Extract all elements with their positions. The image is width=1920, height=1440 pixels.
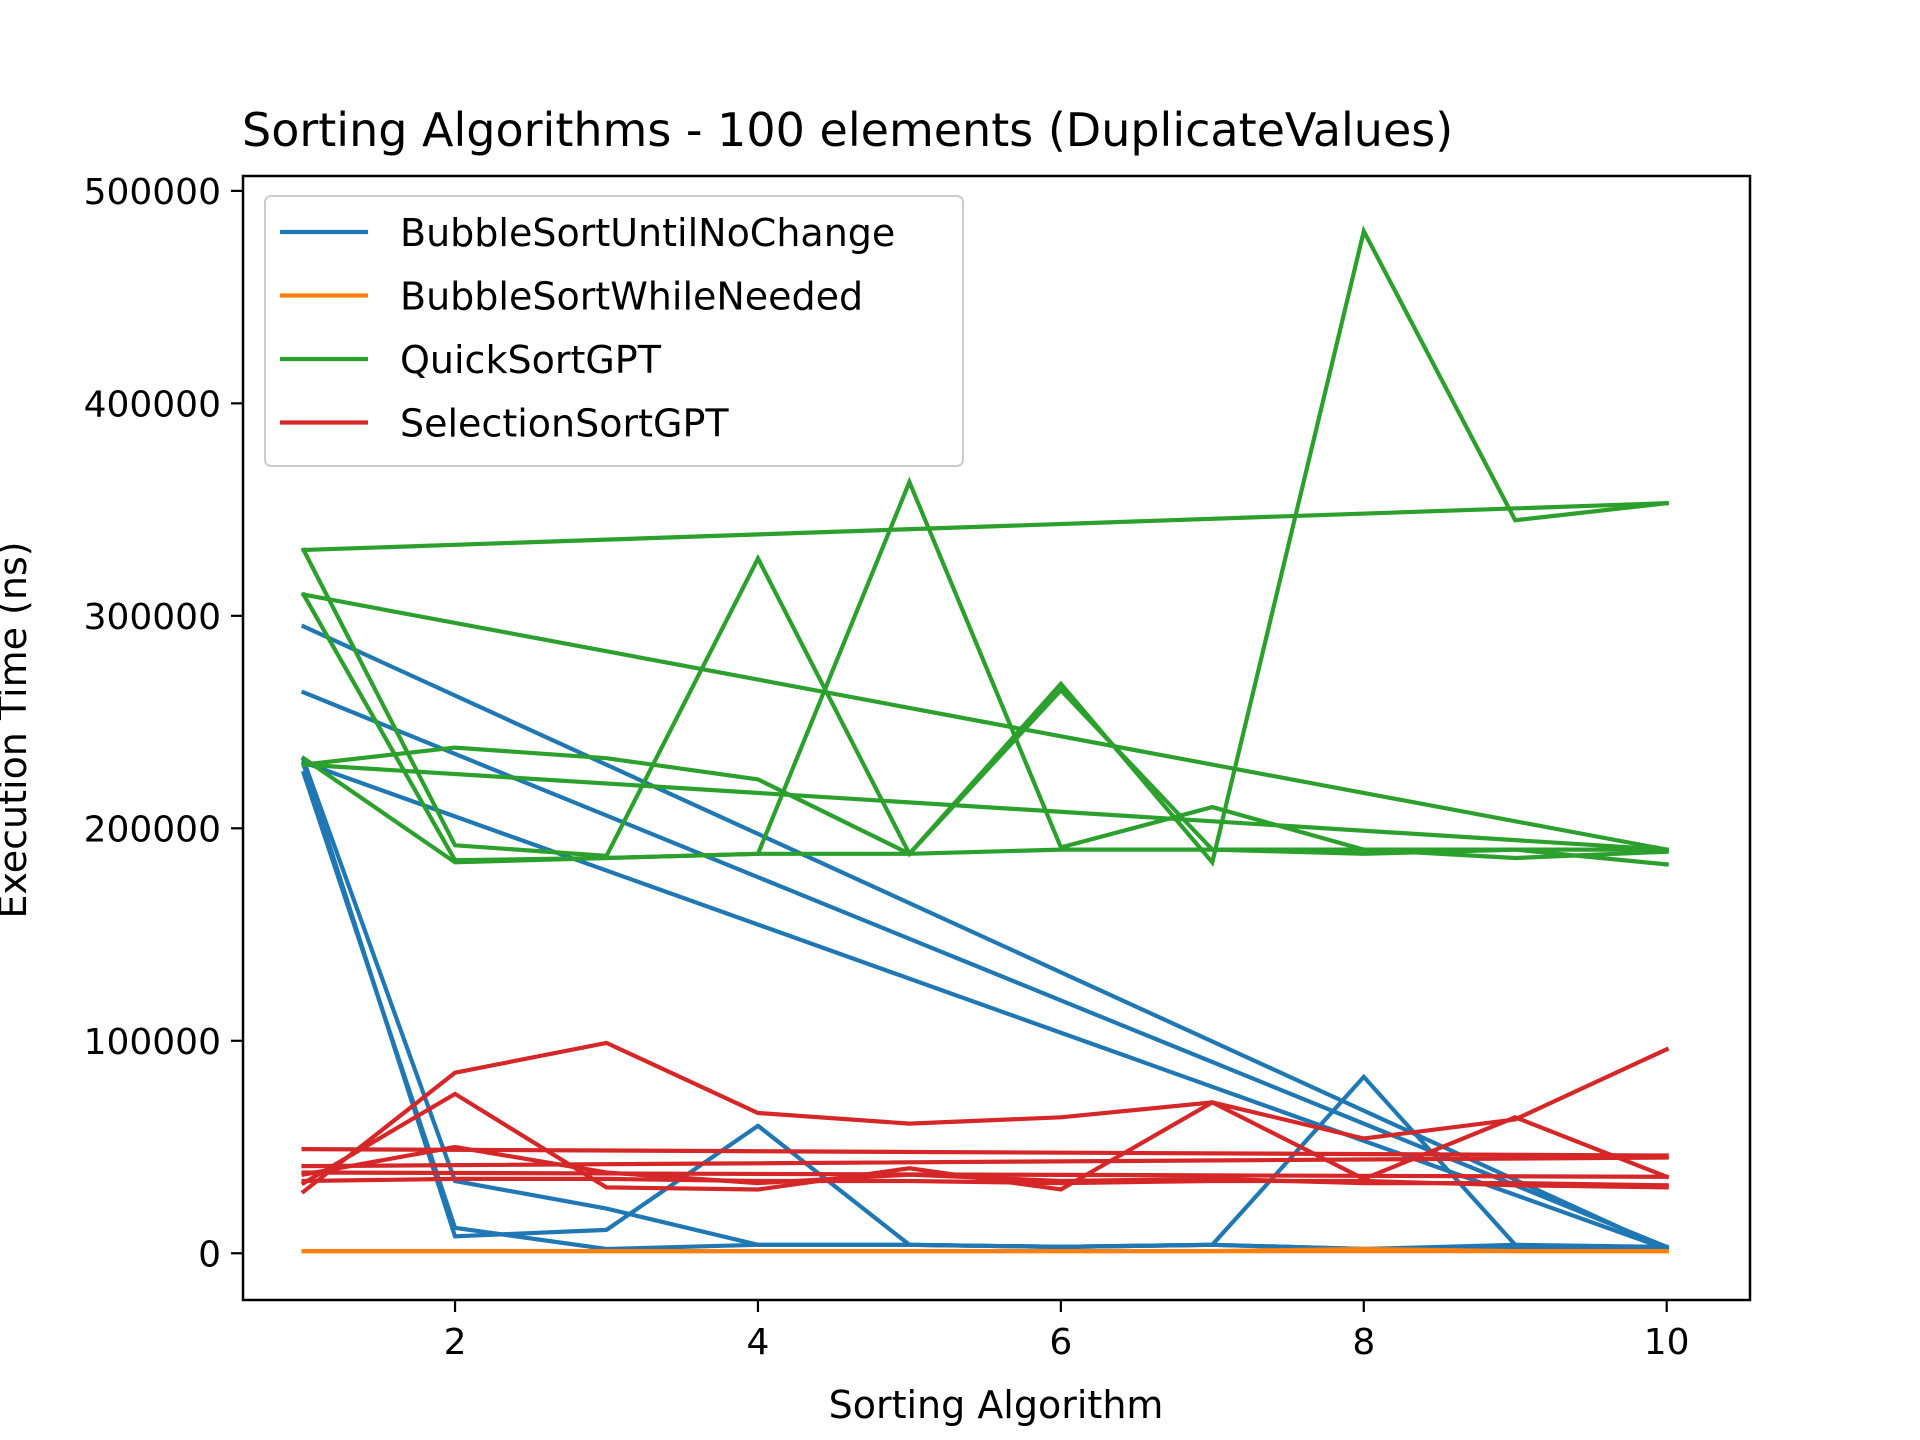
- series-line-SelectionSortGPT-run-1: [300, 1040, 1670, 1195]
- x-tick-label: 4: [747, 1322, 770, 1363]
- x-tick-label: 2: [444, 1322, 467, 1363]
- legend-label-SelectionSortGPT: SelectionSortGPT: [400, 402, 729, 446]
- legend-label-QuickSortGPT: QuickSortGPT: [400, 338, 662, 382]
- x-axis: 2 4 6 8 10: [444, 1300, 1690, 1363]
- legend-label-BubbleSortWhileNeeded: BubbleSortWhileNeeded: [400, 275, 863, 319]
- series-line-QuickSortGPT-run-5: [301, 501, 1669, 553]
- y-tick-label: 400000: [84, 384, 221, 425]
- series-layer: [300, 225, 1670, 1254]
- series-SelectionSortGPT: [300, 1040, 1670, 1195]
- series-line-QuickSortGPT-run-7: [301, 762, 1669, 852]
- series-QuickSortGPT: [300, 225, 1670, 867]
- x-axis-label: Sorting Algorithm: [829, 1383, 1164, 1427]
- series-line-SelectionSortGPT-run-6: [301, 1155, 1669, 1169]
- plot-frame: [241, 174, 1752, 1302]
- series-line-SelectionSortGPT-run-5: [301, 1146, 1669, 1158]
- legend: BubbleSortUntilNoChange BubbleSortWhileNe…: [264, 195, 964, 467]
- y-tick-label: 300000: [84, 597, 221, 638]
- chart-title: Sorting Algorithms - 100 elements (Dupli…: [242, 103, 1453, 157]
- series-line-QuickSortGPT-run-6: [301, 592, 1670, 853]
- y-tick-label: 100000: [84, 1022, 221, 1063]
- x-tick-label: 6: [1049, 1322, 1072, 1363]
- y-axis-label: Execution Time (ns): [0, 541, 35, 918]
- series-BubbleSortWhileNeeded: [301, 1246, 1669, 1254]
- series-line-QuickSortGPT-run-1: [300, 225, 1670, 867]
- legend-box: [264, 195, 964, 467]
- legend-label-BubbleSortUntilNoChange: BubbleSortUntilNoChange: [400, 211, 895, 255]
- series-BubbleSortUntilNoChange: [300, 623, 1670, 1252]
- series-line-SelectionSortGPT-run-7: [301, 1170, 1669, 1179]
- y-tick-label: 200000: [84, 809, 221, 850]
- series-line-BubbleSortUntilNoChange-run-4: [300, 623, 1670, 1252]
- x-tick-label: 8: [1352, 1322, 1375, 1363]
- y-tick-label: 500000: [84, 172, 221, 213]
- series-line-BubbleSortUntilNoChange-run-6: [300, 759, 1670, 1252]
- series-line-QuickSortGPT-run-4: [300, 755, 1669, 865]
- y-axis: 0 100000 200000 300000 400000 500000: [84, 172, 243, 1275]
- x-tick-label: 10: [1644, 1322, 1690, 1363]
- series-line-SelectionSortGPT-run-4: [301, 1176, 1669, 1190]
- y-tick-label: 0: [198, 1234, 221, 1275]
